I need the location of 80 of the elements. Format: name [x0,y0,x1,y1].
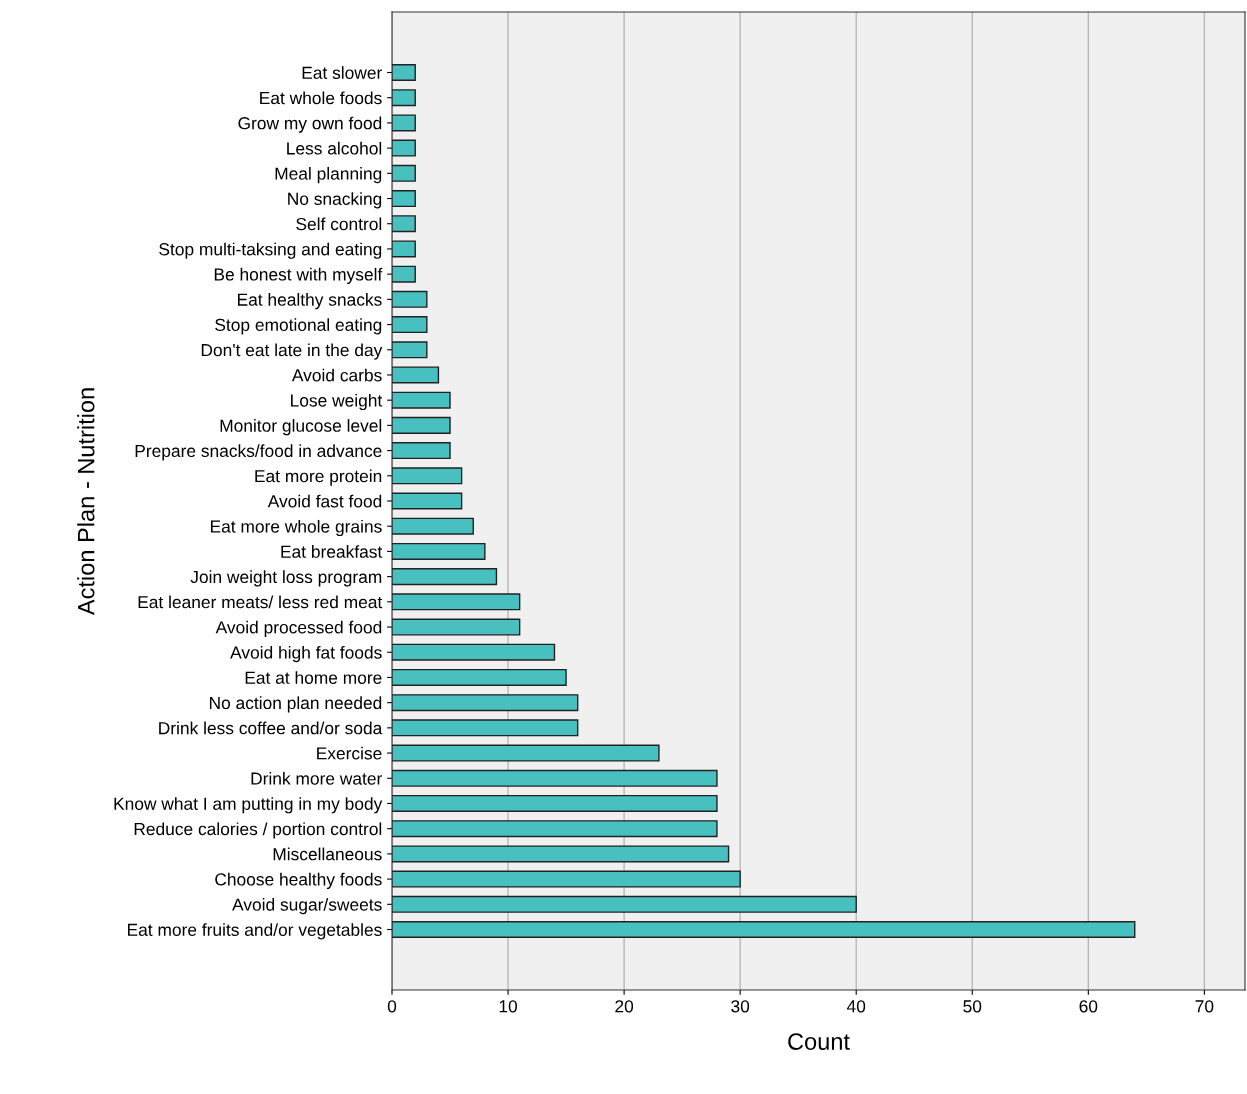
x-tick-label: 50 [963,1000,982,1013]
y-tick-label: Eat leaner meats/ less red meat [138,595,383,609]
y-tick-label: Avoid high fat foods [230,645,382,663]
bar [392,215,416,233]
bar [392,366,440,384]
bar [392,694,579,712]
bar [392,416,451,434]
x-axis-title: Count [788,1033,850,1050]
bar [392,517,474,535]
y-tick-label: Drink more water [251,771,382,785]
bar [392,542,486,560]
y-tick-label: Meal planning [275,167,382,184]
bar [392,492,463,510]
y-tick-label: Eat healthy snacks [237,293,382,310]
y-tick-label: Eat more protein [255,469,382,486]
x-tick-label: 70 [1195,1000,1214,1013]
x-tick-label: 0 [387,1000,397,1013]
bar [392,794,718,812]
y-tick-label: Stop emotional eating [215,318,382,335]
x-tick-label: 10 [499,1000,518,1013]
y-tick-label: Exercise [317,746,382,760]
bar [392,820,718,838]
bar [392,63,416,82]
y-tick-label: No action plan needed [209,696,382,713]
bar [392,139,416,157]
y-tick-label: Eat breakfast [281,545,383,558]
y-tick-label: Drink less coffee and/or soda [159,721,383,735]
y-tick-label: No snacking [288,192,382,209]
y-tick-label: Be honest with myself [214,267,383,285]
bar [392,568,498,586]
bar [392,895,857,913]
x-tick-label: 40 [846,1000,866,1013]
bar [392,391,451,409]
bar [392,870,741,888]
y-tick-label: Eat at home more [245,671,382,684]
bar [392,240,416,258]
bar [392,845,730,863]
y-tick-label: Monitor glucose level [220,419,382,436]
y-tick-label: Eat whole foods [260,91,382,105]
bar [392,467,463,485]
y-tick-label: Avoid fast food [267,494,382,508]
y-tick-label: Eat more fruits and/or vegetables [127,923,382,940]
bar [392,164,416,182]
y-axis-title: Action Plan - Nutrition [77,388,95,616]
y-tick-label: Self control [296,217,382,231]
bar [392,114,416,132]
x-tick-label: 30 [731,1000,750,1013]
y-tick-label: Grow my own food [238,116,382,133]
bar [392,643,556,661]
y-tick-label: Miscellaneous [273,847,382,861]
bar [392,442,451,460]
bar [392,265,416,283]
y-tick-label: Avoid processed food [215,620,382,637]
bar [392,769,718,787]
y-tick-label: Eat slower [302,66,382,79]
y-tick-label: Less alcohol [287,141,382,155]
bar [392,668,567,686]
bar [392,89,416,107]
bar [392,593,521,611]
y-tick-label: Know what I am putting in my body [114,797,383,814]
bar [392,341,428,359]
y-tick-label: Stop multi-taksing and eating [159,242,382,259]
bar [392,744,660,762]
y-tick-label: Reduce calories / portion control [134,822,382,839]
y-tick-label: Eat more whole grains [210,519,382,537]
bar [392,316,428,334]
y-tick-label: Lose weight [291,393,383,411]
y-tick-label: Prepare snacks/food in advance [135,444,382,461]
y-tick-label: Avoid carbs [291,368,382,382]
x-tick-label: 20 [615,1000,634,1013]
bar [392,190,416,208]
x-tick-label: 60 [1079,1000,1098,1013]
y-tick-label: Avoid sugar/sweets [232,898,382,915]
bar [392,618,521,636]
y-tick-label: Choose healthy foods [215,872,382,889]
y-tick-label: Join weight loss program [190,570,382,587]
bar [392,719,579,737]
bar [392,290,428,308]
bar [392,920,1136,939]
y-tick-label: Don't eat late in the day [201,343,383,360]
